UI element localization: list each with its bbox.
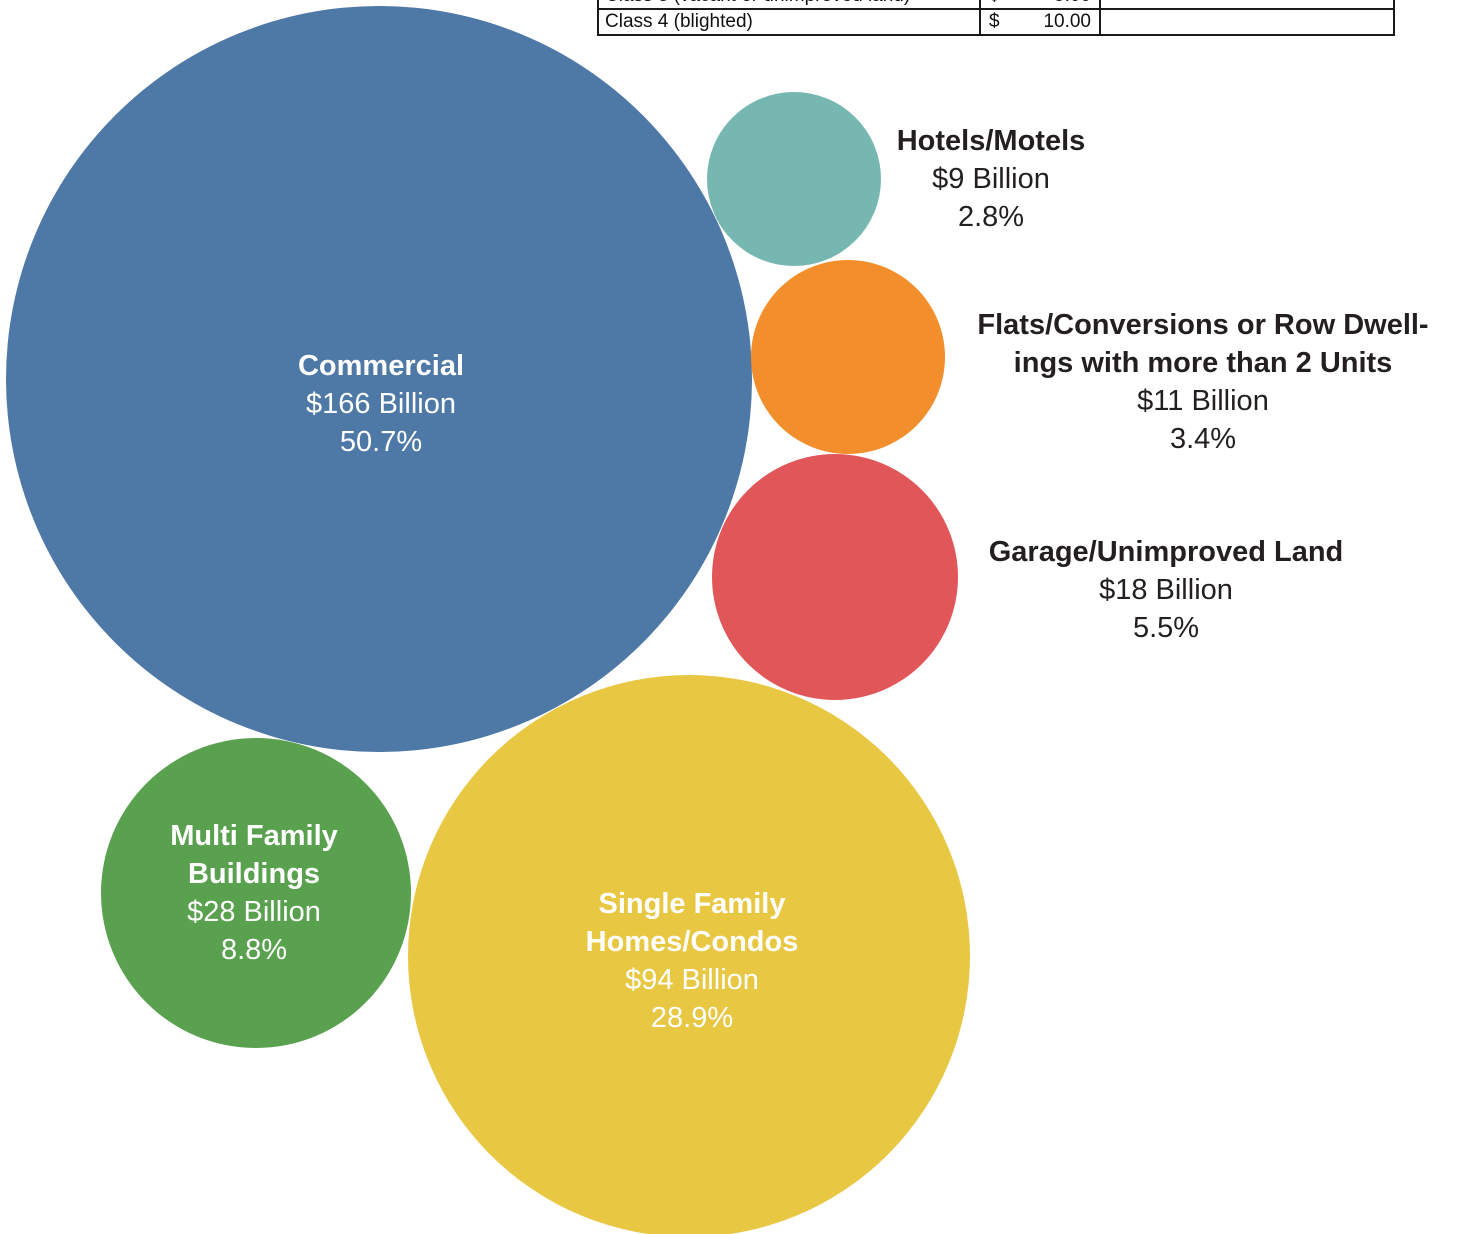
- labels-group: Commercial $166 Billion 50.7% Hotels/Motels…: [170, 125, 1428, 1034]
- bubble: [6, 6, 752, 752]
- value-label: $166 Billion: [306, 388, 456, 420]
- value-label: $18 Billion: [1099, 574, 1233, 606]
- bubble: [712, 454, 958, 700]
- percent-label: 8.8%: [221, 934, 287, 966]
- rate-class-label: Class 4 (blighted): [597, 8, 981, 36]
- rate-blank-cell: [1099, 8, 1395, 36]
- value-label: $28 Billion: [187, 896, 321, 928]
- rate-class-label: Class 3 (vacant or unimproved land): [597, 0, 981, 10]
- bubbles-group: [6, 6, 970, 1234]
- category-label: ings with more than 2 Units: [1014, 347, 1393, 379]
- rate-blank-cell: [1099, 0, 1395, 10]
- currency-symbol: $: [989, 0, 1000, 7]
- bubble: [408, 675, 970, 1234]
- category-label: Multi Family: [170, 820, 338, 852]
- category-label: Hotels/Motels: [897, 125, 1086, 157]
- category-label: Homes/Condos: [586, 926, 799, 958]
- rate-table: Class 3 (vacant or unimproved land)$5.00…: [597, 0, 1395, 36]
- value-label: $9 Billion: [932, 163, 1050, 195]
- bubble: [707, 92, 881, 266]
- rate-amount-cell: $10.00: [979, 8, 1101, 36]
- rate-table-body: Class 3 (vacant or unimproved land)$5.00…: [597, 0, 1395, 36]
- bubble: [101, 738, 411, 1048]
- percent-label: 2.8%: [958, 201, 1024, 233]
- percent-label: 5.5%: [1133, 612, 1199, 644]
- rate-table-row: Class 3 (vacant or unimproved land)$5.00: [597, 0, 1395, 10]
- value-label: $94 Billion: [625, 964, 759, 996]
- category-label: Single Family: [599, 888, 786, 920]
- category-label: Commercial: [298, 350, 464, 382]
- bubble: [751, 260, 945, 454]
- rate-amount-cell: $5.00: [979, 0, 1101, 10]
- currency-symbol: $: [989, 11, 1000, 32]
- category-label: Garage/Unimproved Land: [989, 536, 1344, 568]
- rate-table-row: Class 4 (blighted) $10.00: [597, 8, 1395, 36]
- rate-amount: 5.00: [1054, 0, 1091, 7]
- value-label: $11 Billion: [1137, 385, 1269, 417]
- category-label: Flats/Conversions or Row Dwell-: [977, 309, 1428, 341]
- percent-label: 3.4%: [1170, 423, 1236, 455]
- rate-amount: 10.00: [1043, 11, 1091, 32]
- category-label: Buildings: [188, 858, 320, 890]
- percent-label: 50.7%: [340, 426, 422, 458]
- percent-label: 28.9%: [651, 1002, 733, 1034]
